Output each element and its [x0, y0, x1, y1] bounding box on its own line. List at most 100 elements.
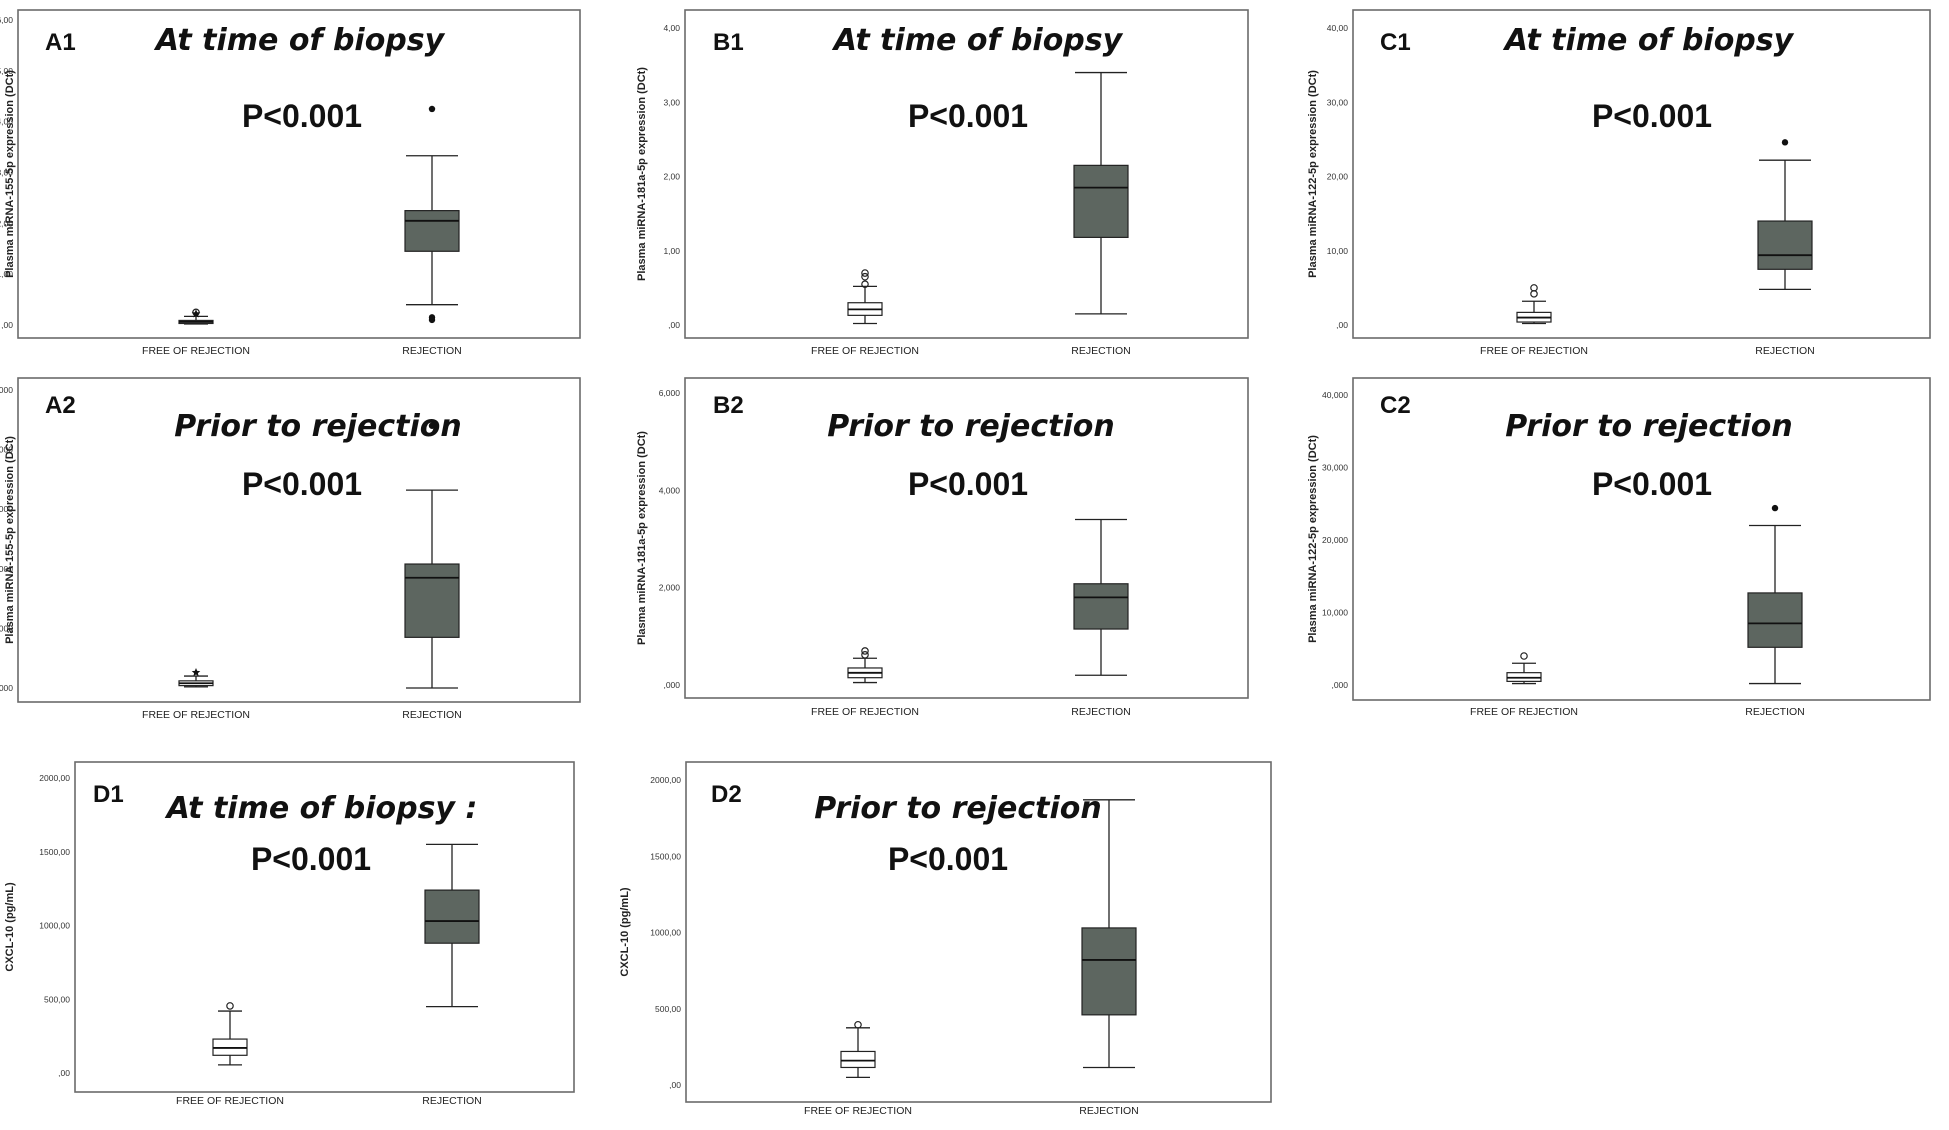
panel-title: At time of biopsy — [1503, 23, 1795, 58]
iqr-box — [840, 1050, 876, 1069]
panel-title: At time of biopsy : — [165, 791, 478, 826]
x-category-label: REJECTION — [402, 345, 462, 357]
box-rejection — [424, 843, 480, 1008]
y-tick-label: 1500,00 — [39, 847, 70, 857]
y-tick-label: 40,00 — [1327, 23, 1349, 33]
y-tick-label: 6,00 — [0, 15, 13, 25]
box-free-of-rejection — [1506, 652, 1542, 685]
x-category-label: REJECTION — [402, 709, 462, 721]
y-tick-label: 1,00 — [663, 246, 680, 256]
p-value-label: P<0.001 — [908, 466, 1028, 502]
y-axis-label: CXCL-10 (pg/mL) — [619, 887, 631, 977]
y-tick-label: 30,00 — [1327, 97, 1349, 107]
y-tick-label: 20,00 — [1327, 172, 1349, 182]
x-category-label: FREE OF REJECTION — [142, 345, 250, 357]
x-category-label: FREE OF REJECTION — [1480, 345, 1588, 357]
x-category-label: REJECTION — [1071, 706, 1131, 718]
x-category-label: REJECTION — [422, 1095, 482, 1107]
y-tick-label: 5,00 — [0, 66, 13, 76]
y-tick-label: 40,000 — [1322, 390, 1348, 400]
box-free-of-rejection — [847, 647, 883, 684]
extreme-marker — [191, 668, 201, 677]
y-tick-label: 2,000 — [0, 564, 13, 574]
outlier-marker — [226, 1002, 234, 1010]
y-tick-label: 4,00 — [0, 117, 13, 127]
iqr-box — [424, 889, 480, 944]
panel-label: B2 — [713, 392, 744, 419]
x-category-label: FREE OF REJECTION — [176, 1095, 284, 1107]
panel-frame — [684, 9, 1249, 339]
iqr-box — [1073, 164, 1129, 238]
x-category-label: REJECTION — [1071, 345, 1131, 357]
y-tick-label: 3,00 — [0, 168, 13, 178]
box-free-of-rejection — [847, 269, 883, 325]
p-value-label: P<0.001 — [242, 466, 362, 502]
y-tick-label: 30,000 — [1322, 463, 1348, 473]
box-free-of-rejection — [178, 308, 214, 325]
box-rejection — [1747, 504, 1803, 685]
y-axis-label: Plasma miRNA-122-5p expression (DCt) — [1307, 70, 1319, 278]
y-tick-label: 3,00 — [663, 97, 680, 107]
box-rejection — [404, 105, 460, 324]
y-tick-label: 1,00 — [0, 269, 13, 279]
y-tick-label: 1500,00 — [650, 851, 681, 861]
panel-frame — [1352, 377, 1931, 701]
x-category-label: FREE OF REJECTION — [811, 345, 919, 357]
y-tick-label: 2000,00 — [650, 775, 681, 785]
extreme-marker — [428, 316, 436, 324]
y-tick-label: ,00 — [669, 1080, 681, 1090]
x-category-label: FREE OF REJECTION — [804, 1105, 912, 1117]
y-tick-label: 1000,00 — [39, 921, 70, 931]
y-tick-label: 1,000 — [0, 623, 13, 633]
p-value-label: P<0.001 — [1592, 466, 1712, 502]
extreme-marker — [1781, 139, 1789, 146]
y-tick-label: ,00 — [1336, 320, 1348, 330]
extreme-marker — [428, 422, 436, 429]
chart-panel-D1: ,00 500,00 1000,00 1500,00 2000,00 CXCL-10 (p… — [4, 761, 575, 1107]
panel-frame — [17, 377, 581, 703]
x-category-label: FREE OF REJECTION — [142, 709, 250, 721]
panel-label: A1 — [45, 29, 76, 56]
x-category-label: REJECTION — [1079, 1105, 1139, 1117]
y-tick-label: 500,00 — [44, 994, 70, 1004]
iqr-box — [404, 210, 460, 252]
panel-frame — [1352, 9, 1931, 339]
panel-label: C2 — [1380, 392, 1411, 419]
chart-panel-D2: ,00 500,00 1000,00 1500,00 2000,00 CXCL-10 (p… — [619, 761, 1272, 1117]
panel-frame — [684, 377, 1249, 699]
panel-title: Prior to rejection — [814, 791, 1102, 826]
panel-frame — [685, 761, 1272, 1103]
chart-panel-C2: ,000 10,000 20,000 30,000 40,000 Plasma miRNA… — [1307, 377, 1931, 718]
chart-panel-A2: ,000 1,000 2,000 3,000 4,000 5,000 Plasma miRN… — [0, 377, 581, 721]
x-category-label: FREE OF REJECTION — [1470, 706, 1578, 718]
panel-frame — [17, 9, 581, 339]
y-tick-label: 6,000 — [659, 388, 681, 398]
iqr-box — [1081, 927, 1137, 1016]
panel-label: D1 — [93, 781, 124, 808]
p-value-label: P<0.001 — [1592, 98, 1712, 134]
panel-frame — [74, 761, 575, 1093]
y-tick-label: 4,00 — [663, 23, 680, 33]
y-tick-label: 4,000 — [0, 445, 13, 455]
outlier-marker — [861, 647, 869, 655]
chart-panel-A1: ,00 1,00 2,00 3,00 4,00 5,00 6,00 Plasma miRNA-… — [0, 9, 581, 357]
box-free-of-rejection — [840, 1020, 876, 1079]
y-tick-label: 2,00 — [663, 172, 680, 182]
x-category-label: REJECTION — [1755, 345, 1815, 357]
panel-label: C1 — [1380, 29, 1411, 56]
p-value-label: P<0.001 — [908, 98, 1028, 134]
chart-panel-C1: ,00 10,00 20,00 30,00 40,00 Plasma miRNA-122-… — [1307, 9, 1931, 357]
y-axis-label: Plasma miRNA-155-5p expression (DCt) — [4, 70, 16, 278]
panel-title: At time of biopsy — [832, 23, 1124, 58]
x-category-label: FREE OF REJECTION — [811, 706, 919, 718]
y-tick-label: 20,000 — [1322, 535, 1348, 545]
y-tick-label: ,00 — [668, 320, 680, 330]
outlier-marker — [854, 1020, 862, 1029]
outlier-marker — [1530, 284, 1538, 292]
y-tick-label: 2,00 — [0, 218, 13, 228]
x-category-label: REJECTION — [1745, 706, 1805, 718]
box-rejection — [1757, 139, 1813, 291]
y-tick-label: ,000 — [663, 680, 680, 690]
outlier-marker — [861, 280, 869, 288]
